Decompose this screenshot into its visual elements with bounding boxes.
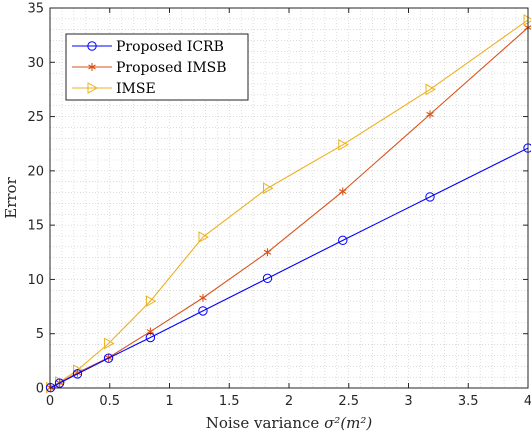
x-tick-label: 1.5: [219, 394, 240, 409]
legend-item: IMSE: [72, 81, 156, 97]
data-point-triangle: [425, 83, 437, 96]
asterisk-stroke: [426, 111, 434, 117]
data-point-circle: [198, 306, 208, 316]
data-point-asterisk: [146, 327, 155, 336]
data-point-triangle: [145, 295, 157, 307]
y-tick-label: 35: [27, 2, 44, 17]
y-tick-label: 20: [27, 164, 44, 179]
data-point-asterisk: [199, 293, 207, 302]
x-axis-title-math: σ²(m²): [324, 414, 372, 432]
x-tick-label: 4: [524, 394, 531, 409]
data-point-circle: [87, 41, 97, 51]
series-line: [50, 27, 529, 389]
series-proposed-icrb: [45, 143, 531, 393]
data-point-circle: [54, 378, 65, 388]
x-tick-label: 0: [46, 394, 54, 409]
x-tick-label: 0.5: [99, 394, 120, 409]
axis-ticks: 0 0.5 1 1.5 2 2.5 3 3.5 4 0 5 10 15 20 25 30 35: [27, 2, 531, 410]
x-tick-label: 3: [404, 394, 412, 409]
x-axis-title-text: Noise variance: [206, 414, 324, 432]
y-tick-label: 30: [27, 56, 44, 71]
data-point-triangle: [87, 82, 99, 94]
asterisk-stroke: [339, 189, 347, 194]
series-line: [50, 19, 529, 389]
x-axis-title: Noise variance σ²(m²): [206, 414, 373, 432]
data-point-triangle: [262, 182, 274, 195]
y-tick-label: 0: [36, 382, 44, 397]
y-tick-label: 15: [27, 219, 44, 234]
asterisk-stroke: [263, 249, 272, 255]
legend-item: Proposed IMSB: [72, 60, 227, 76]
y-tick-label: 25: [27, 110, 44, 125]
data-point-triangle: [198, 231, 209, 243]
data-point-circle: [103, 353, 114, 363]
data-point-circle: [72, 369, 83, 379]
x-tick-label: 2.5: [338, 394, 359, 409]
asterisk-stroke: [199, 295, 207, 301]
legend: Proposed ICRB Proposed IMSB IMSE: [65, 33, 249, 101]
y-tick-label: 5: [36, 327, 44, 342]
x-tick-label: 2: [285, 394, 293, 409]
data-point-triangle: [338, 138, 349, 151]
data-point-asterisk: [426, 110, 434, 119]
data-point-circle: [338, 235, 348, 246]
data-point-asterisk: [88, 63, 96, 71]
legend-label: IMSE: [116, 81, 156, 97]
asterisk-stroke: [88, 64, 96, 70]
data-point-asterisk: [263, 248, 272, 257]
data-point-triangle: [104, 337, 115, 350]
asterisk-stroke: [146, 329, 155, 335]
data-point-circle: [262, 273, 273, 284]
x-tick-label: 1: [165, 394, 173, 409]
x-tick-label: 3.5: [458, 394, 479, 409]
data-point-circle: [145, 332, 156, 343]
legend-label: Proposed IMSB: [116, 60, 227, 76]
legend-label: Proposed ICRB: [116, 39, 224, 55]
series-line: [50, 147, 529, 389]
data-point-asterisk: [339, 187, 347, 196]
y-axis-title: Error: [2, 176, 20, 218]
y-tick-label: 10: [27, 273, 44, 288]
asterisk-stroke: [73, 370, 82, 376]
data-point-circle: [425, 192, 435, 202]
legend-item: Proposed ICRB: [72, 39, 224, 55]
